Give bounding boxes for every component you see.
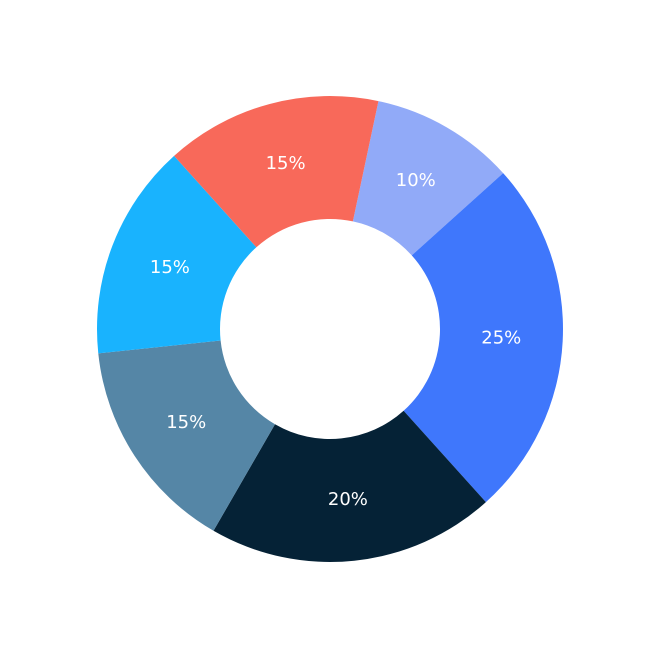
slice-label-2: 20% — [328, 489, 368, 510]
donut-slice-0 — [352, 101, 504, 256]
donut-slice-2 — [213, 410, 486, 562]
slice-label-4: 15% — [150, 257, 190, 278]
donut-slice-5 — [174, 95, 379, 248]
slice-label-1: 25% — [481, 328, 521, 349]
slice-label-0: 10% — [396, 170, 436, 191]
donut-slice-4 — [97, 155, 257, 354]
slice-label-3: 15% — [166, 412, 206, 433]
donut-slice-1 — [403, 173, 563, 503]
donut-slice-3 — [98, 340, 275, 531]
slice-label-5: 15% — [266, 153, 306, 174]
labels-group: 10% 25% 20% 15% 15% 15% — [150, 153, 521, 510]
slices-group — [97, 95, 563, 562]
